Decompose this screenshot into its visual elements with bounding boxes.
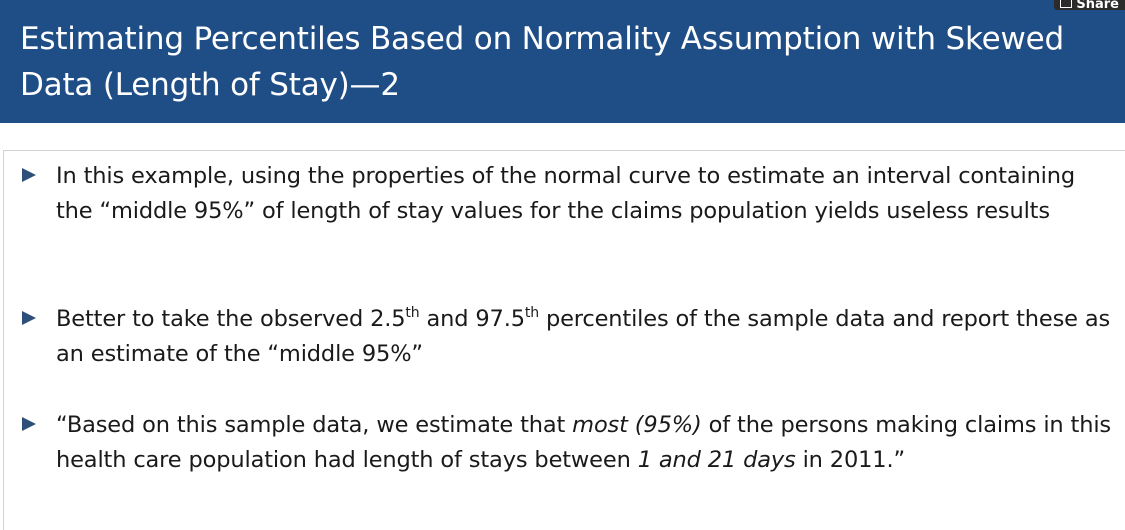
bullet-item: “Based on this sample data, we estimate … xyxy=(22,408,1118,478)
emphasis-text: 1 and 21 days xyxy=(637,447,796,473)
triangle-bullet-icon xyxy=(22,311,36,325)
title-bar: Estimating Percentiles Based on Normalit… xyxy=(0,0,1125,123)
bullet-text-part: of the persons making claims in this hea… xyxy=(56,412,1111,473)
superscript-ordinal: th xyxy=(524,305,539,321)
share-icon xyxy=(1060,0,1073,8)
bullet-text: “Based on this sample data, we estimate … xyxy=(56,408,1118,478)
share-button[interactable]: Share xyxy=(1054,0,1125,10)
content-panel: In this example, using the properties of… xyxy=(3,150,1125,530)
bullet-text-part: in 2011.” xyxy=(795,447,906,473)
bullet-text-part: Better to take the observed 2.5 xyxy=(56,306,406,332)
emphasis-text: most (95%) xyxy=(572,412,702,438)
bullet-text: Better to take the observed 2.5th and 97… xyxy=(56,302,1118,372)
bullet-item: Better to take the observed 2.5th and 97… xyxy=(22,302,1118,372)
superscript-ordinal: th xyxy=(405,305,420,321)
bullet-text-part: and 97.5 xyxy=(419,306,525,332)
slide-title: Estimating Percentiles Based on Normalit… xyxy=(20,21,1065,103)
share-label: Share xyxy=(1076,0,1119,10)
bullet-text-part: percentiles of the sample data and repor… xyxy=(56,306,1111,367)
triangle-bullet-icon xyxy=(22,168,36,182)
bullet-text: In this example, using the properties of… xyxy=(56,163,1076,224)
triangle-bullet-icon xyxy=(22,417,36,431)
bullet-item: In this example, using the properties of… xyxy=(22,159,1118,229)
bullet-text-part: “Based on this sample data, we estimate … xyxy=(56,412,573,438)
